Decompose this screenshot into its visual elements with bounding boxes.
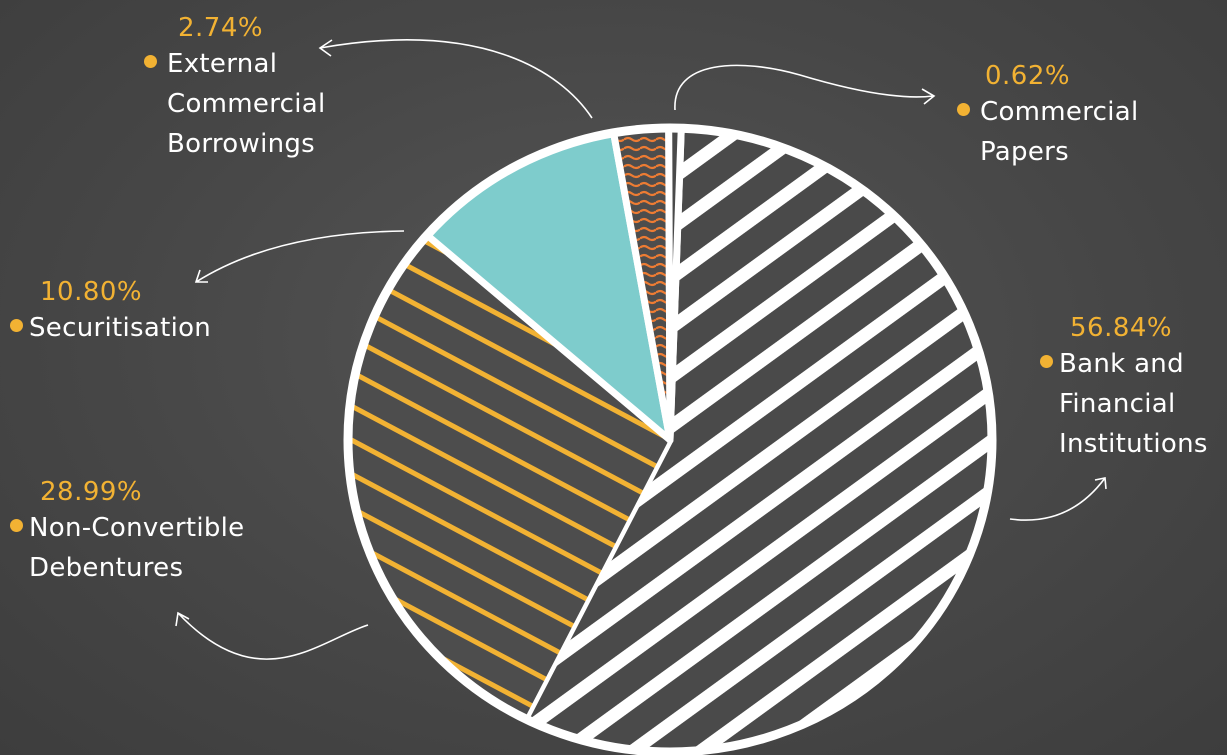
callout-bank-and-financial-institutions: 56.84% Bank and Financial Institutions <box>1040 312 1208 464</box>
arrow-commercial-papers <box>674 64 936 111</box>
arrow-external-commercial-borrowings <box>318 39 593 119</box>
slice-label: Bank and Financial Institutions <box>1059 349 1208 459</box>
slice-value: 28.99% <box>40 477 143 507</box>
slice-value: 10.80% <box>40 277 143 307</box>
bullet-dot <box>144 55 157 68</box>
slice-label: External Commercial Borrowings <box>167 49 326 159</box>
slice-label: Commercial Papers <box>980 97 1139 167</box>
bullet-dot <box>10 519 23 532</box>
pie-outline <box>343 123 997 755</box>
arrow-securitisation <box>194 230 405 283</box>
arrow-bank-and-financial-institutions <box>1009 477 1107 521</box>
slice-value: 2.74% <box>178 13 264 43</box>
slice-label: Non-Convertible Debentures <box>29 513 245 583</box>
bullet-dot <box>957 103 970 116</box>
bullet-dot <box>1040 355 1053 368</box>
callout-securitisation: 10.80% Securitisation <box>10 276 211 348</box>
bullet-dot <box>10 319 23 332</box>
arrow-non-convertible-debentures <box>175 611 369 660</box>
callout-external-commercial-borrowings: 2.74% External Commercial Borrowings <box>144 12 326 164</box>
callout-non-convertible-debentures: 28.99% Non-Convertible Debentures <box>10 476 244 588</box>
slice-value: 0.62% <box>985 61 1071 91</box>
slice-label: Securitisation <box>29 313 212 343</box>
callout-commercial-papers: 0.62% Commercial Papers <box>957 60 1139 172</box>
slice-value: 56.84% <box>1070 313 1173 343</box>
